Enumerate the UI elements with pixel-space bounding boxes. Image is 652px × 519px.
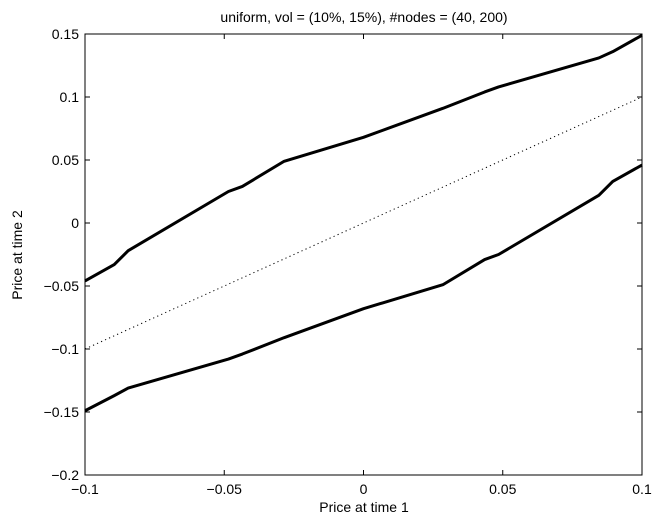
x-tick-label: 0.05 (489, 481, 516, 497)
x-tick-label: 0.1 (632, 481, 652, 497)
y-tick-label: −0.15 (44, 404, 80, 420)
x-tick-label: −0.05 (207, 481, 243, 497)
y-tick-label: 0.15 (52, 26, 79, 42)
x-axis-title: Price at time 1 (319, 499, 409, 515)
y-tick-label: −0.05 (44, 278, 80, 294)
chart-title: uniform, vol = (10%, 15%), #nodes = (40,… (220, 9, 507, 25)
y-axis-title: Price at time 2 (9, 210, 25, 300)
x-tick-label: 0 (360, 481, 368, 497)
plot-area (85, 34, 642, 475)
x-tick-label: −0.1 (71, 481, 99, 497)
y-tick-label: −0.2 (51, 467, 79, 483)
y-tick-label: −0.1 (51, 341, 79, 357)
y-tick-label: 0 (71, 215, 79, 231)
y-tick-label: 0.1 (60, 89, 80, 105)
y-tick-label: 0.05 (52, 152, 79, 168)
